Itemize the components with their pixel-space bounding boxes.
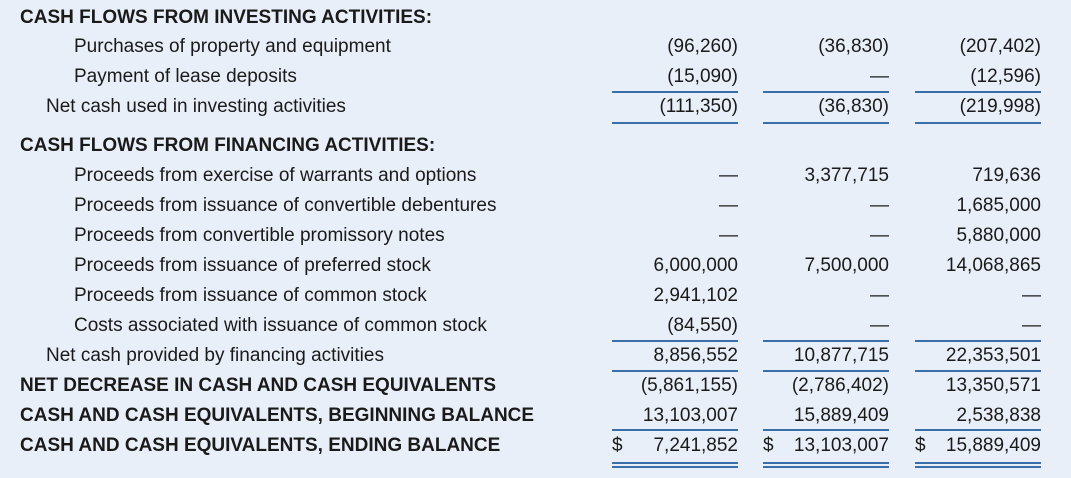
value-col3: 1,685,000 bbox=[956, 195, 1041, 216]
value-col3: — bbox=[1022, 285, 1041, 306]
double-rule-top bbox=[612, 462, 738, 464]
value-col3: 14,068,865 bbox=[945, 255, 1041, 276]
row-label: Costs associated with issuance of common… bbox=[74, 315, 487, 336]
subtotal-rule bbox=[763, 429, 889, 431]
value-col1: (5,861,155) bbox=[640, 375, 738, 396]
investing-net-row: Net cash used in investing activities (1… bbox=[0, 92, 1071, 122]
subtotal-rule bbox=[612, 429, 738, 431]
financing-heading-row: CASH FLOWS FROM FINANCING ACTIVITIES: bbox=[0, 131, 1071, 161]
subtotal-rule bbox=[763, 340, 889, 342]
dollar-sign: $ bbox=[763, 435, 774, 456]
value-col1: (84,550) bbox=[667, 315, 738, 336]
table-row: Proceeds from exercise of warrants and o… bbox=[0, 161, 1071, 191]
value-col3: — bbox=[1022, 315, 1041, 336]
value-col3: 22,353,501 bbox=[945, 345, 1041, 366]
total-rule bbox=[915, 122, 1041, 124]
ending-balance-row: CASH AND CASH EQUIVALENTS, ENDING BALANC… bbox=[0, 431, 1071, 461]
subtotal-rule bbox=[915, 429, 1041, 431]
value-col2: 7,500,000 bbox=[804, 255, 889, 276]
dollar-sign: $ bbox=[915, 435, 926, 456]
value-col1: 6,000,000 bbox=[653, 255, 738, 276]
value-col3: 5,880,000 bbox=[956, 225, 1041, 246]
value-col1: — bbox=[719, 225, 738, 246]
table-row: Costs associated with issuance of common… bbox=[0, 311, 1071, 341]
table-row: Proceeds from issuance of common stock 2… bbox=[0, 281, 1071, 311]
value-col2: 10,877,715 bbox=[793, 345, 889, 366]
value-col2: (2,786,402) bbox=[791, 375, 889, 396]
value-col3: 719,636 bbox=[972, 165, 1041, 186]
row-label: Proceeds from issuance of common stock bbox=[74, 285, 427, 306]
total-rule bbox=[612, 370, 738, 372]
value-col2: — bbox=[870, 66, 889, 87]
row-label: Net cash used in investing activities bbox=[46, 96, 346, 117]
value-col1: 2,941,102 bbox=[653, 285, 738, 306]
row-label: Net cash provided by financing activitie… bbox=[46, 345, 384, 366]
value-col3: 13,350,571 bbox=[945, 375, 1041, 396]
subtotal-rule bbox=[915, 91, 1041, 93]
value-col1: — bbox=[719, 165, 738, 186]
net-decrease-row: NET DECREASE IN CASH AND CASH EQUIVALENT… bbox=[0, 371, 1071, 401]
value-col2: — bbox=[870, 195, 889, 216]
row-label: Proceeds from exercise of warrants and o… bbox=[74, 165, 477, 186]
total-rule bbox=[612, 122, 738, 124]
row-label: Payment of lease deposits bbox=[74, 66, 297, 87]
subtotal-rule bbox=[612, 91, 738, 93]
value-col2: — bbox=[870, 225, 889, 246]
double-rule-top bbox=[915, 462, 1041, 464]
value-col1: 8,856,552 bbox=[653, 345, 738, 366]
value-col1: (15,090) bbox=[667, 66, 738, 87]
amount: 13,103,007 bbox=[793, 435, 889, 456]
financing-net-row: Net cash provided by financing activitie… bbox=[0, 341, 1071, 371]
subtotal-rule bbox=[763, 91, 889, 93]
row-label: Purchases of property and equipment bbox=[74, 36, 391, 57]
value-col2: 15,889,409 bbox=[793, 405, 889, 426]
table-row: Payment of lease deposits (15,090) — (12… bbox=[0, 62, 1071, 92]
amount: 7,241,852 bbox=[653, 435, 738, 456]
table-row: Proceeds from convertible promissory not… bbox=[0, 221, 1071, 251]
row-label: Proceeds from issuance of convertible de… bbox=[74, 195, 497, 216]
row-label: CASH AND CASH EQUIVALENTS, ENDING BALANC… bbox=[20, 435, 501, 456]
subtotal-rule bbox=[612, 340, 738, 342]
total-rule bbox=[915, 370, 1041, 372]
total-rule bbox=[763, 122, 889, 124]
value-col3: (207,402) bbox=[959, 36, 1041, 57]
double-rule-bottom bbox=[915, 466, 1041, 468]
double-rule-bottom bbox=[612, 466, 738, 468]
value-col2: (36,830) bbox=[818, 96, 889, 117]
value-col2: $13,103,007 bbox=[763, 431, 889, 461]
value-col1: — bbox=[719, 195, 738, 216]
double-rule-bottom bbox=[763, 466, 889, 468]
value-col2: (36,830) bbox=[818, 36, 889, 57]
double-rule-top bbox=[763, 462, 889, 464]
investing-heading-row: CASH FLOWS FROM INVESTING ACTIVITIES: bbox=[0, 3, 1071, 33]
row-label: Proceeds from convertible promissory not… bbox=[74, 225, 445, 246]
row-label: NET DECREASE IN CASH AND CASH EQUIVALENT… bbox=[20, 375, 497, 396]
value-col1: $7,241,852 bbox=[612, 431, 738, 461]
value-col3: (12,596) bbox=[970, 66, 1041, 87]
financing-heading: CASH FLOWS FROM FINANCING ACTIVITIES: bbox=[20, 135, 436, 156]
value-col2: — bbox=[870, 315, 889, 336]
value-col1: (96,260) bbox=[667, 36, 738, 57]
value-col2: 3,377,715 bbox=[804, 165, 889, 186]
dollar-sign: $ bbox=[612, 435, 623, 456]
value-col3: 2,538,838 bbox=[956, 405, 1041, 426]
value-col3: $15,889,409 bbox=[915, 431, 1041, 461]
subtotal-rule bbox=[915, 340, 1041, 342]
amount: 15,889,409 bbox=[945, 435, 1041, 456]
value-col1: 13,103,007 bbox=[642, 405, 738, 426]
value-col3: (219,998) bbox=[959, 96, 1041, 117]
investing-heading: CASH FLOWS FROM INVESTING ACTIVITIES: bbox=[20, 7, 433, 28]
row-label: Proceeds from issuance of preferred stoc… bbox=[74, 255, 431, 276]
table-row: Proceeds from issuance of convertible de… bbox=[0, 191, 1071, 221]
table-row: Purchases of property and equipment (96,… bbox=[0, 32, 1071, 62]
value-col2: — bbox=[870, 285, 889, 306]
total-rule bbox=[763, 370, 889, 372]
row-label: CASH AND CASH EQUIVALENTS, BEGINNING BAL… bbox=[20, 405, 535, 426]
table-row: Proceeds from issuance of preferred stoc… bbox=[0, 251, 1071, 281]
beginning-balance-row: CASH AND CASH EQUIVALENTS, BEGINNING BAL… bbox=[0, 401, 1071, 431]
value-col1: (111,350) bbox=[659, 96, 738, 117]
